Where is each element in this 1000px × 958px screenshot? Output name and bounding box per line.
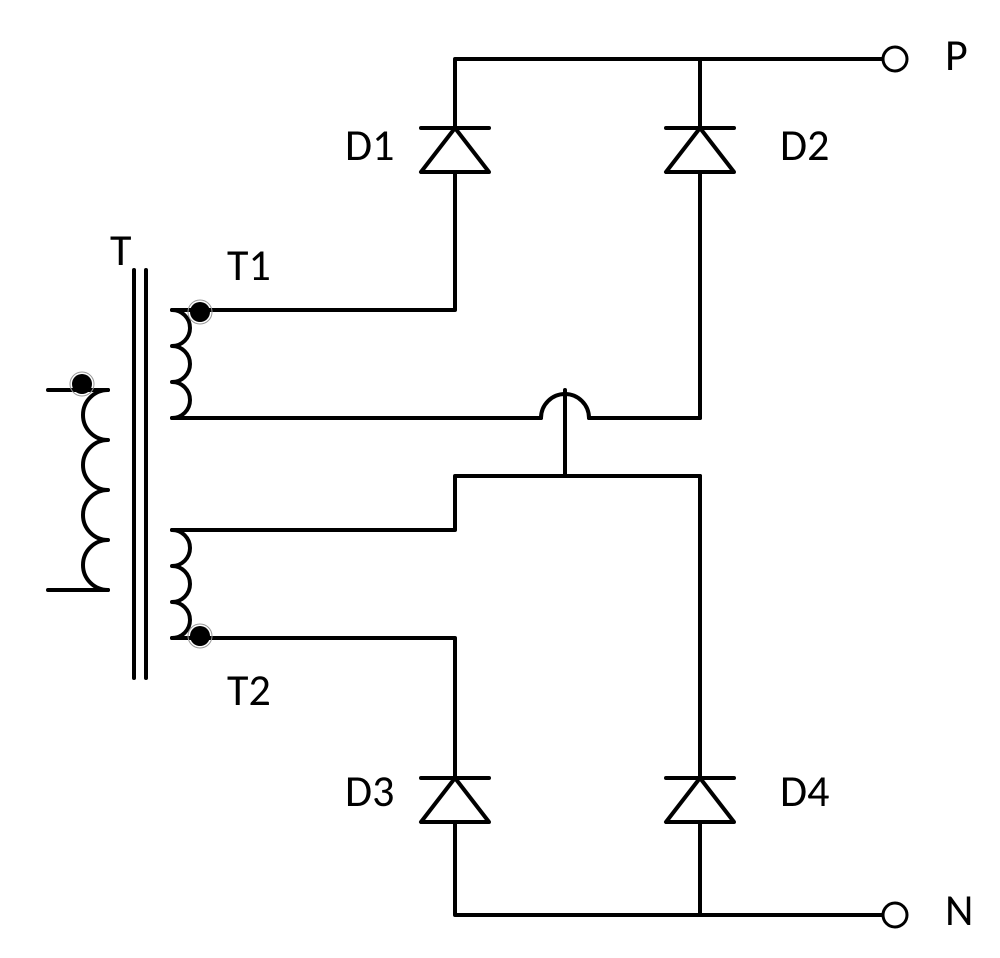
bottom-rail-from-d3 xyxy=(455,822,883,915)
label-d4: D4 xyxy=(780,764,829,818)
diode-d3 xyxy=(421,778,489,822)
label-p: P xyxy=(945,28,968,82)
diode-d4 xyxy=(666,778,734,822)
terminal-n xyxy=(883,903,907,927)
label-t1: T1 xyxy=(227,238,271,292)
label-t: T xyxy=(110,223,131,277)
label-d3: D3 xyxy=(345,764,394,818)
label-d2: D2 xyxy=(780,118,829,172)
d3-cathode-to-t2bot xyxy=(240,638,455,778)
label-n: N xyxy=(945,883,973,937)
schematic-svg: T T1 T2 D1 D2 D3 D4 P N xyxy=(0,0,1000,958)
label-d1: D1 xyxy=(345,118,394,172)
mid-lower-bus xyxy=(240,476,700,530)
primary-winding xyxy=(83,390,108,590)
primary-dot xyxy=(72,374,92,394)
d1-anode-to-t1top xyxy=(240,172,455,310)
terminal-p xyxy=(883,47,907,71)
secondary-winding-t2 xyxy=(172,530,190,638)
diode-d2 xyxy=(666,128,734,172)
t2-dot xyxy=(190,626,210,646)
secondary-winding-t1 xyxy=(172,310,190,418)
t1-dot xyxy=(190,302,210,322)
label-t2: T2 xyxy=(227,663,271,717)
diode-d1 xyxy=(421,128,489,172)
